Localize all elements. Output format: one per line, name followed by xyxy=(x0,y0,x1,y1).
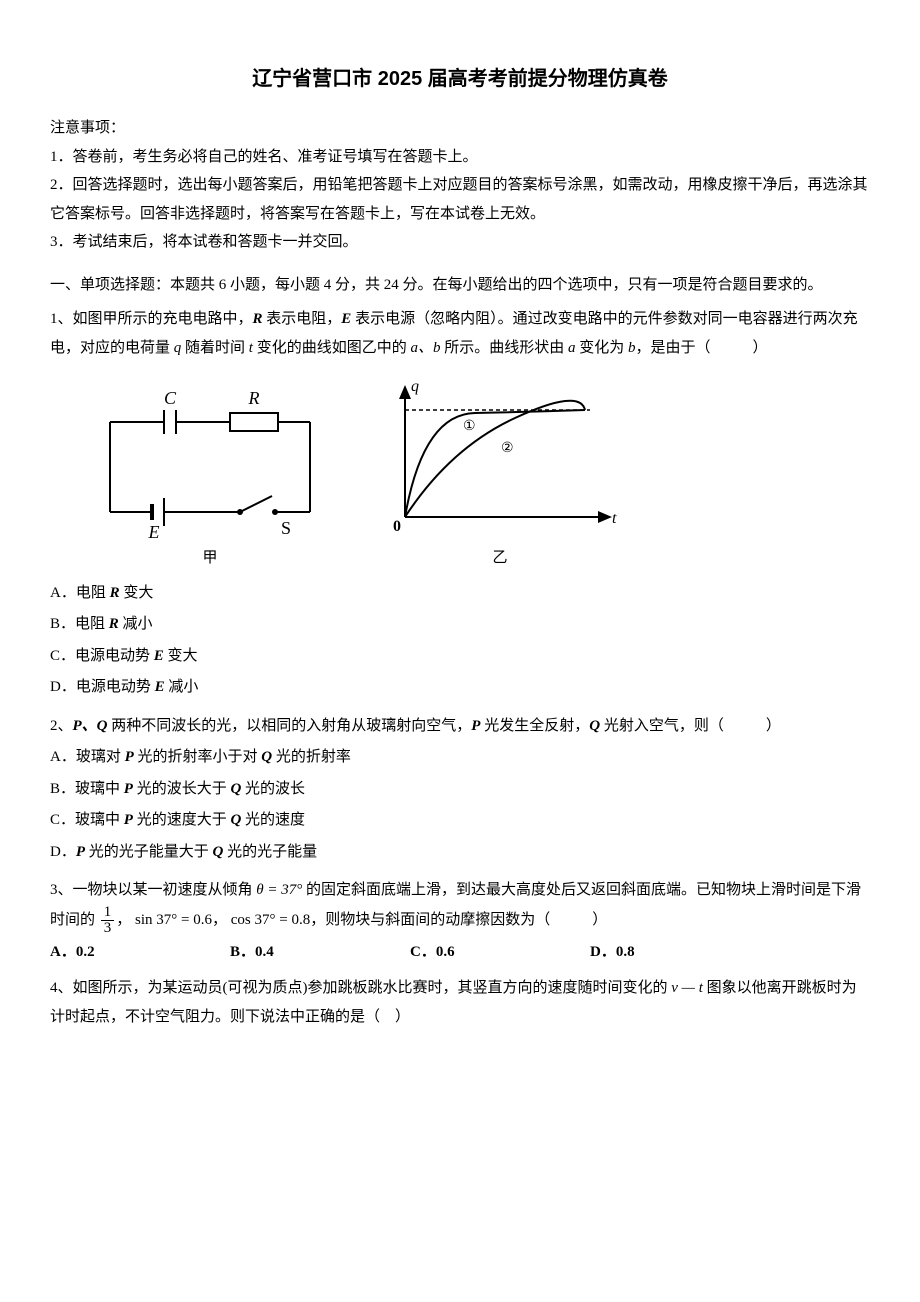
circuit-figure: C R E S 甲 xyxy=(90,382,330,573)
chart-svg: q t 0 ① ② xyxy=(370,372,630,542)
q1-stem-h: ，是由于（ xyxy=(636,340,711,356)
svg-text:t: t xyxy=(612,510,617,527)
q1-stem-g: 变化为 xyxy=(576,340,629,356)
q1-stem-a: 1、如图甲所示的充电电路中， xyxy=(50,311,253,327)
section-1-intro: 一、单项选择题：本题共 6 小题，每小题 4 分，共 24 分。在每小题给出的四… xyxy=(50,271,870,300)
q1-optA: A．电阻 R 变大 xyxy=(50,579,870,608)
instruction-1: 1．答卷前，考生务必将自己的姓名、准考证号填写在答题卡上。 xyxy=(50,143,870,172)
svg-text:②: ② xyxy=(501,441,514,456)
svg-text:C: C xyxy=(164,388,177,408)
q2-optA: A．玻璃对 P 光的折射率小于对 Q 光的折射率 xyxy=(50,743,870,772)
q1-R: R xyxy=(253,311,263,327)
q1-optC: C．电源电动势 E 变大 xyxy=(50,642,870,671)
q3-options: A．0.2 B．0.4 C．0.6 D．0.8 xyxy=(50,938,870,967)
instructions-block: 注意事项： 1．答卷前，考生务必将自己的姓名、准考证号填写在答题卡上。 2．回答… xyxy=(50,114,870,257)
svg-text:①: ① xyxy=(463,419,476,434)
chart-figure: q t 0 ① ② 乙 xyxy=(370,372,630,573)
q3-optD: D．0.8 xyxy=(590,938,770,967)
chart-caption: 乙 xyxy=(492,544,507,573)
circuit-caption: 甲 xyxy=(202,544,217,573)
question-1: 1、如图甲所示的充电电路中，R 表示电阻，E 表示电源（忽略内阻）。通过改变电路… xyxy=(50,305,870,362)
q2-optC: C．玻璃中 P 光的速度大于 Q 光的速度 xyxy=(50,806,870,835)
q1-stem-i: ） xyxy=(753,340,768,356)
circuit-svg: C R E S xyxy=(90,382,330,542)
q1-stem-d: 随着时间 xyxy=(181,340,249,356)
q1-ab: a、b xyxy=(410,340,440,356)
instruction-3: 3．考试结束后，将本试卷和答题卡一并交回。 xyxy=(50,228,870,257)
svg-text:q: q xyxy=(411,378,419,395)
fraction-1-3: 13 xyxy=(101,905,115,936)
q3-optA: A．0.2 xyxy=(50,938,230,967)
svg-text:E: E xyxy=(148,522,160,542)
q1-stem-f: 所示。曲线形状由 xyxy=(440,340,568,356)
q2-optB: B．玻璃中 P 光的波长大于 Q 光的波长 xyxy=(50,775,870,804)
q1-optD: D．电源电动势 E 减小 xyxy=(50,673,870,702)
svg-text:0: 0 xyxy=(393,518,401,535)
q1-stem-e: 变化的曲线如图乙中的 xyxy=(253,340,411,356)
question-3: 3、一物块以某一初速度从倾角 θ = 37° 的固定斜面底端上滑，到达最大高度处… xyxy=(50,876,870,936)
instruction-2: 2．回答选择题时，选出每小题答案后，用铅笔把答题卡上对应题目的答案标号涂黑，如需… xyxy=(50,171,870,228)
question-2: 2、P、Q 两种不同波长的光，以相同的入射角从玻璃射向空气，P 光发生全反射，Q… xyxy=(50,712,870,741)
q3-optC: C．0.6 xyxy=(410,938,590,967)
question-4: 4、如图所示，为某运动员(可视为质点)参加跳板跳水比赛时，其竖直方向的速度随时间… xyxy=(50,974,870,1031)
svg-text:S: S xyxy=(281,518,291,538)
page-title: 辽宁省营口市 2025 届高考考前提分物理仿真卷 xyxy=(50,60,870,98)
q1-optB: B．电阻 R 减小 xyxy=(50,610,870,639)
q1-b: b xyxy=(628,340,636,356)
instructions-header: 注意事项： xyxy=(50,114,870,143)
q1-a: a xyxy=(568,340,576,356)
q1-E: E xyxy=(341,311,351,327)
q1-figures: C R E S 甲 q t 0 ① ② 乙 xyxy=(90,372,870,573)
svg-text:R: R xyxy=(248,388,260,408)
q1-stem-b: 表示电阻， xyxy=(263,311,342,327)
q2-optD: D．P 光的光子能量大于 Q 光的光子能量 xyxy=(50,838,870,867)
q3-optB: B．0.4 xyxy=(230,938,410,967)
